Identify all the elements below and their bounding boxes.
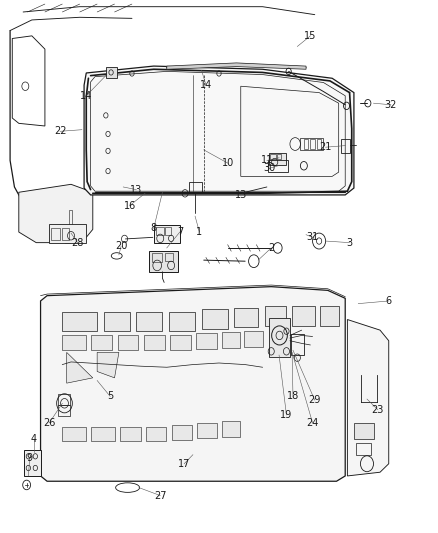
Polygon shape: [120, 426, 141, 441]
Text: 14: 14: [200, 80, 212, 90]
Bar: [291, 334, 304, 355]
Polygon shape: [92, 426, 115, 441]
Polygon shape: [62, 335, 86, 350]
Bar: [311, 139, 315, 149]
Text: 26: 26: [43, 418, 56, 428]
Text: 4: 4: [31, 434, 37, 444]
Bar: [269, 318, 290, 357]
Bar: [270, 154, 276, 159]
Text: 31: 31: [307, 232, 319, 243]
Polygon shape: [234, 308, 258, 327]
Text: 28: 28: [71, 238, 84, 248]
Bar: [354, 423, 374, 439]
Bar: [317, 139, 321, 149]
Bar: [51, 228, 60, 240]
Polygon shape: [62, 312, 97, 331]
Polygon shape: [149, 251, 178, 272]
Polygon shape: [154, 225, 180, 243]
Polygon shape: [146, 426, 166, 441]
Text: 22: 22: [54, 126, 67, 136]
Polygon shape: [269, 152, 286, 165]
Bar: [24, 450, 41, 476]
Polygon shape: [92, 335, 113, 350]
Polygon shape: [84, 66, 354, 195]
Text: 20: 20: [115, 241, 127, 252]
Text: 16: 16: [124, 200, 136, 211]
Bar: [70, 205, 75, 216]
Polygon shape: [170, 335, 191, 350]
Polygon shape: [67, 352, 93, 383]
Text: 1: 1: [196, 227, 202, 237]
Polygon shape: [136, 312, 162, 331]
Text: 11: 11: [261, 156, 273, 165]
Polygon shape: [244, 331, 262, 347]
Polygon shape: [197, 423, 217, 438]
Text: 6: 6: [386, 296, 392, 306]
Text: 2: 2: [268, 243, 274, 253]
Text: 9: 9: [27, 454, 33, 463]
Bar: [304, 139, 308, 149]
Text: 15: 15: [304, 31, 317, 41]
Polygon shape: [97, 352, 119, 378]
Text: 19: 19: [280, 410, 293, 420]
Text: 18: 18: [287, 391, 299, 401]
Polygon shape: [144, 335, 165, 350]
Text: 5: 5: [107, 391, 113, 401]
Bar: [152, 253, 162, 262]
Polygon shape: [347, 319, 389, 476]
Polygon shape: [118, 335, 138, 350]
Bar: [69, 211, 72, 226]
Bar: [300, 138, 323, 150]
Text: 21: 21: [319, 142, 332, 152]
Text: 13: 13: [130, 184, 142, 195]
Polygon shape: [19, 184, 93, 243]
Polygon shape: [292, 306, 315, 326]
Polygon shape: [104, 312, 130, 331]
Polygon shape: [265, 306, 286, 326]
Text: 29: 29: [308, 395, 321, 405]
Polygon shape: [172, 424, 192, 440]
Text: 13: 13: [235, 190, 247, 200]
Polygon shape: [62, 426, 86, 441]
Text: 14: 14: [80, 91, 92, 101]
Polygon shape: [49, 224, 86, 243]
Bar: [277, 154, 281, 159]
Bar: [70, 218, 75, 227]
Text: 32: 32: [385, 100, 397, 110]
Text: 7: 7: [177, 227, 183, 237]
Polygon shape: [201, 309, 228, 329]
Polygon shape: [320, 306, 339, 326]
Text: 27: 27: [154, 490, 166, 500]
Text: 3: 3: [346, 238, 353, 248]
Bar: [166, 227, 171, 235]
Polygon shape: [223, 332, 240, 348]
Bar: [62, 228, 69, 240]
Polygon shape: [167, 63, 306, 69]
Text: 10: 10: [222, 158, 234, 168]
Text: 23: 23: [372, 405, 384, 415]
Bar: [165, 253, 173, 261]
Text: 17: 17: [178, 459, 191, 469]
Bar: [58, 406, 70, 416]
Polygon shape: [41, 287, 345, 481]
Text: 24: 24: [307, 418, 319, 428]
Polygon shape: [222, 421, 240, 437]
Text: 30: 30: [263, 164, 275, 173]
Polygon shape: [196, 333, 217, 349]
Bar: [106, 67, 117, 78]
Text: 8: 8: [151, 223, 157, 233]
Bar: [356, 443, 371, 455]
Bar: [156, 227, 164, 235]
Polygon shape: [169, 312, 195, 331]
